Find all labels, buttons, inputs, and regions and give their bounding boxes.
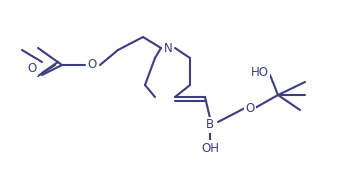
- Text: B: B: [206, 118, 214, 131]
- Text: N: N: [164, 42, 172, 54]
- Text: O: O: [245, 102, 255, 115]
- Text: O: O: [87, 58, 96, 71]
- Text: HO: HO: [251, 66, 269, 78]
- Text: O: O: [27, 62, 37, 75]
- Text: OH: OH: [201, 141, 219, 154]
